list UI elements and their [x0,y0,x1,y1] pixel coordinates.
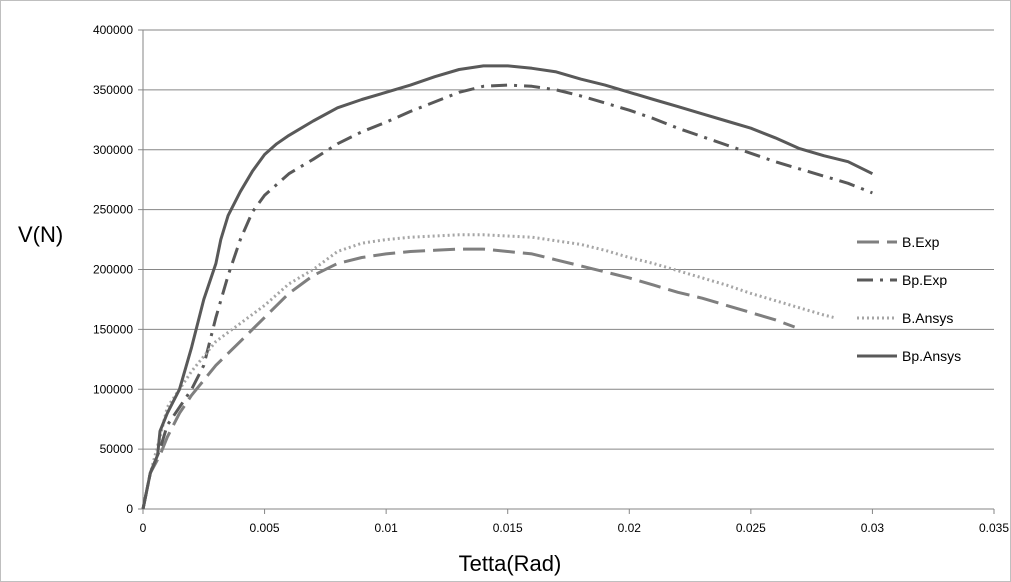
series-lines [141,64,874,510]
y-tick-label: 150000 [93,322,133,336]
legend-label: B.Ansys [902,310,953,326]
y-tick-label: 400000 [93,23,133,37]
gridlines [143,29,994,450]
x-tick-label: 0.015 [493,521,523,535]
y-tick-label: 50000 [100,442,134,456]
y-tick-label: 300000 [93,143,133,157]
y-axis-title: V(N) [18,222,63,247]
y-tick-label: 250000 [93,203,133,217]
x-tick-label: 0 [140,521,147,535]
x-tick-label: 0.01 [374,521,398,535]
y-tick-label: 200000 [93,263,133,277]
x-tick-label: 0.03 [861,521,885,535]
y-tick-label: 350000 [93,83,133,97]
legend-label: Bp.Ansys [902,348,961,364]
axes [138,29,995,514]
x-tick-label: 0.02 [618,521,642,535]
series-line-bp-exp [141,83,873,510]
y-tick-label: 0 [126,502,133,516]
tick-labels: 0 50000 100000 150000 200000 250000 300000 3500… [93,23,1009,535]
legend-label: Bp.Exp [902,272,947,288]
legend: B.Exp Bp.Exp B.Ansys Bp.Ansys [857,234,961,364]
x-axis-title: Tetta(Rad) [459,551,562,576]
series-line-b-exp [141,247,796,510]
x-tick-label: 0.025 [736,521,766,535]
x-tick-label: 0.035 [979,521,1009,535]
x-tick-label: 0.005 [250,521,280,535]
series-line-bp-ansys [141,64,874,510]
series-line-b-ansys [141,233,834,510]
y-tick-label: 100000 [93,382,133,396]
legend-label: B.Exp [902,234,940,250]
